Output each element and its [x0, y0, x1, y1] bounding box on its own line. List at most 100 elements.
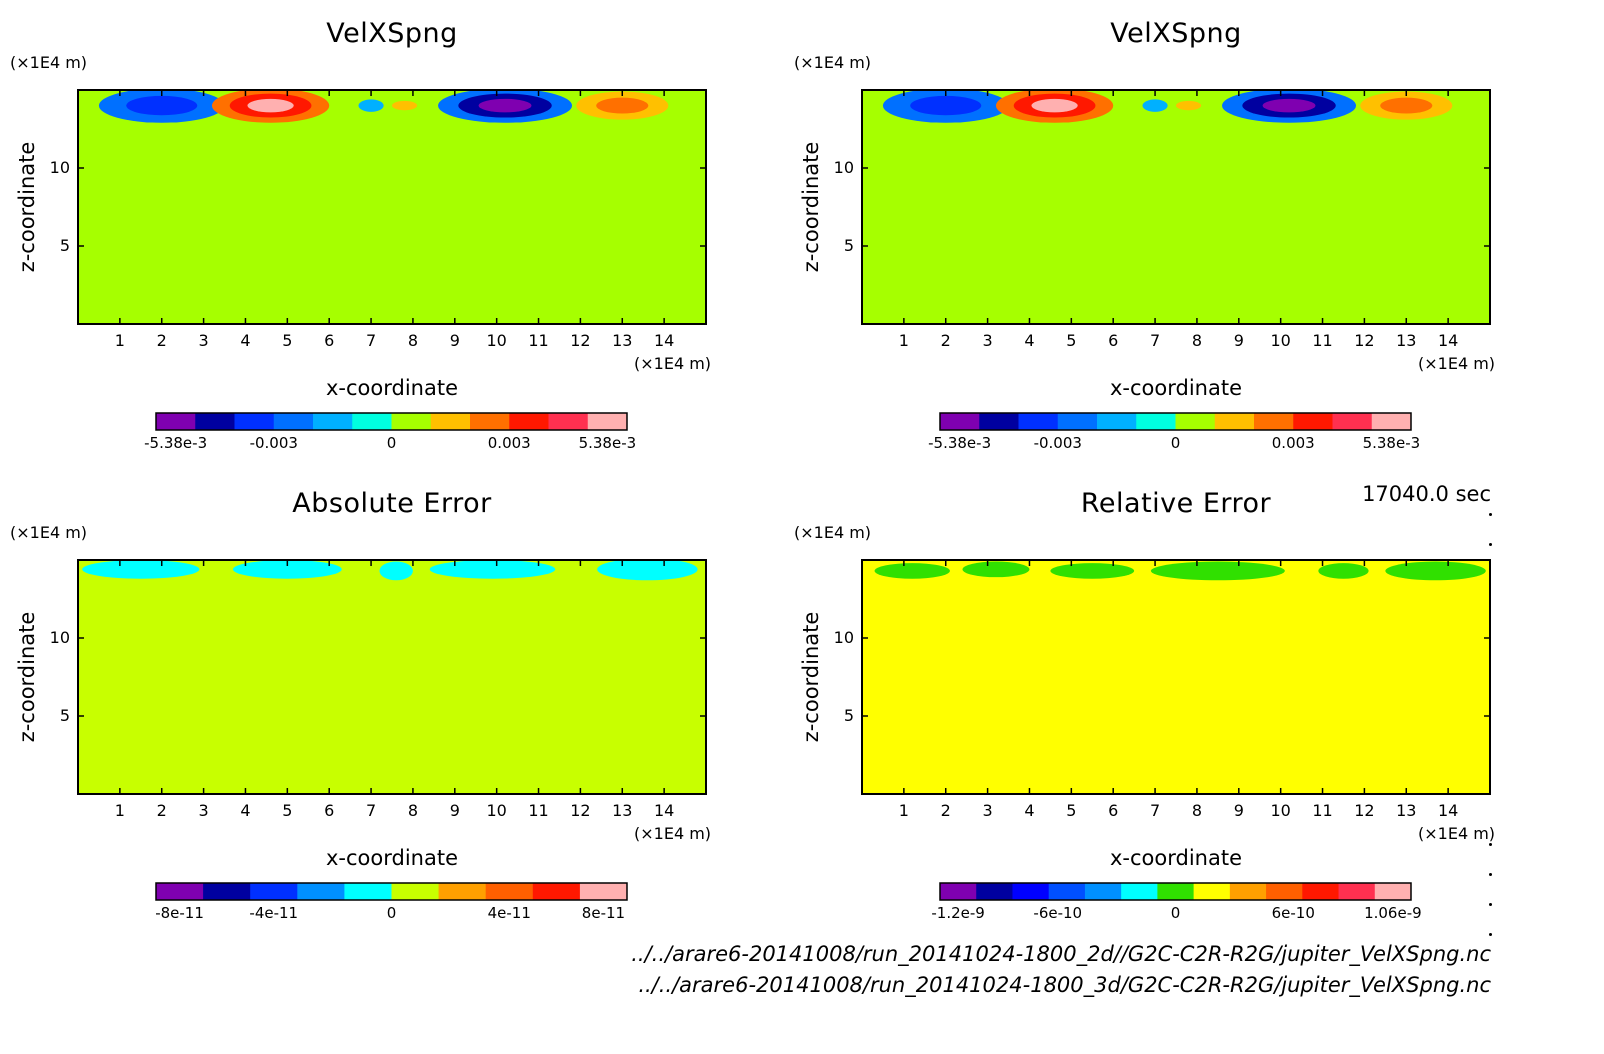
- x-tick-label: 11: [1312, 801, 1333, 820]
- colorbar-label: -8e-11: [155, 904, 204, 922]
- colorbar-swatch: [1057, 413, 1098, 430]
- contour-region: [1380, 97, 1433, 114]
- x-tick-label: 6: [1108, 801, 1119, 820]
- x-tick-label: 4: [240, 331, 251, 350]
- field-background: [78, 90, 706, 324]
- contour-region: [910, 95, 982, 116]
- colorbar-label: 0: [1170, 434, 1181, 452]
- colorbar-swatch: [1048, 883, 1086, 900]
- contour-region: [962, 561, 1030, 578]
- file-path-2: ../../arare6-20141008/run_20141024-1800_…: [638, 973, 1491, 997]
- colorbar-swatch: [1266, 883, 1303, 900]
- y-tick-label: 10: [833, 158, 854, 177]
- colorbar-swatch: [979, 413, 1019, 430]
- panel-bottom-right: 1 2 3 4 5 6 7 8 9 10 11 12 13 14 5 10 -1.2e-9 -6e-10 0 6e-1…: [784, 470, 1584, 950]
- colorbar-swatch: [344, 883, 392, 900]
- field-features: [98, 90, 669, 123]
- colorbar-swatch: [1193, 883, 1231, 900]
- x-tick-label: 5: [282, 331, 293, 350]
- x-tick-label: 10: [1270, 801, 1291, 820]
- x-axis-label: x-coordinate: [325, 376, 458, 400]
- x-tick-label: 9: [1233, 331, 1244, 350]
- colorbar-swatch: [1338, 883, 1376, 900]
- colorbar-frame: [155, 882, 628, 901]
- x-tick-label: 7: [1149, 331, 1161, 350]
- colorbar-swatch: [234, 413, 275, 430]
- chart-svg: [861, 89, 1491, 431]
- colorbar-label: 4e-11: [487, 904, 531, 922]
- colorbar-label: -6e-10: [1033, 904, 1083, 922]
- y-axis-label: z-coordinate: [15, 611, 39, 743]
- colorbar-frame: [155, 412, 628, 431]
- chart-svg: [77, 89, 707, 431]
- colorbar-label: -0.003: [1033, 434, 1082, 452]
- x-unit-label: (×1E4 m): [1418, 354, 1496, 373]
- colorbar-swatch: [1374, 883, 1412, 900]
- plot-frame: [861, 89, 1491, 325]
- y-tick-label: 5: [843, 236, 854, 255]
- y-tick-label: 5: [843, 706, 854, 725]
- x-tick-label: 7: [1149, 801, 1161, 820]
- plot-frame: [77, 559, 707, 795]
- y-tick-label: 5: [59, 706, 70, 725]
- contour-region: [392, 100, 418, 111]
- x-unit-label: (×1E4 m): [634, 354, 712, 373]
- colorbar-swatch: [297, 883, 345, 900]
- y-tick-label: 10: [49, 628, 70, 647]
- y-tick-label: 5: [59, 236, 70, 255]
- contour-region: [379, 561, 413, 581]
- x-tick-label: 8: [1191, 801, 1203, 820]
- colorbar-frame: [939, 412, 1412, 431]
- colorbar-label: 5.38e-3: [1362, 434, 1421, 452]
- colorbar-label: 1.06e-9: [1364, 904, 1422, 922]
- x-tick-label: 6: [324, 801, 335, 820]
- file-path-1: ../../arare6-20141008/run_20141024-1800_…: [631, 942, 1491, 966]
- contour-region: [126, 95, 198, 116]
- contour-region: [1050, 563, 1135, 579]
- colorbar-label: 8e-11: [581, 904, 626, 922]
- colorbar-swatch: [195, 413, 235, 430]
- x-tick-label: 13: [1396, 801, 1417, 820]
- x-tick-label: 6: [324, 331, 335, 350]
- colorbar-label: -0.003: [249, 434, 298, 452]
- y-unit-label: (×1E4 m): [794, 53, 872, 72]
- chart-svg: [861, 559, 1491, 901]
- colorbar-label: 0.003: [487, 434, 531, 452]
- margin-dot: [1489, 903, 1492, 906]
- x-tick-label: 3: [198, 331, 209, 350]
- contour-region: [1385, 561, 1486, 581]
- colorbar-label: 0.003: [1271, 434, 1315, 452]
- colorbar-swatch: [352, 413, 392, 430]
- colorbar-swatch: [1302, 883, 1340, 900]
- x-tick-label: 10: [486, 801, 507, 820]
- colorbar-swatch: [1012, 883, 1050, 900]
- colorbar-swatch: [1157, 883, 1195, 900]
- colorbar-swatch: [1018, 413, 1059, 430]
- colorbar-swatch: [156, 883, 204, 900]
- x-tick-label: 4: [1024, 801, 1035, 820]
- y-axis-label: z-coordinate: [799, 141, 823, 273]
- x-tick-label: 12: [1354, 331, 1375, 350]
- colorbar-label: 6e-10: [1271, 904, 1315, 922]
- colorbar-frame: [939, 882, 1412, 901]
- margin-dot: [1489, 513, 1492, 516]
- field-background: [862, 560, 1490, 794]
- x-tick-label: 2: [156, 801, 167, 820]
- panel-title: VelXSpng: [326, 18, 458, 49]
- colorbar-swatch: [976, 883, 1013, 900]
- x-tick-label: 13: [612, 331, 633, 350]
- panel-bottom-left: 1 2 3 4 5 6 7 8 9 10 11 12 13 14 5 10 -8e-11 -4e-11 0 4e-11…: [0, 470, 800, 950]
- x-tick-label: 7: [365, 801, 377, 820]
- colorbar-swatch: [587, 413, 628, 430]
- colorbar-swatch: [250, 883, 298, 900]
- colorbar-swatch: [430, 413, 471, 430]
- colorbar-label: -5.38e-3: [144, 434, 208, 452]
- colorbar-label: -1.2e-9: [931, 904, 985, 922]
- x-tick-label: 14: [1437, 801, 1459, 820]
- x-tick-label: 9: [1233, 801, 1244, 820]
- x-tick-label: 8: [1191, 331, 1203, 350]
- x-tick-label: 9: [449, 331, 460, 350]
- x-axis-label: x-coordinate: [1109, 376, 1242, 400]
- y-tick-label: 10: [833, 628, 854, 647]
- plot-frame: [861, 559, 1491, 795]
